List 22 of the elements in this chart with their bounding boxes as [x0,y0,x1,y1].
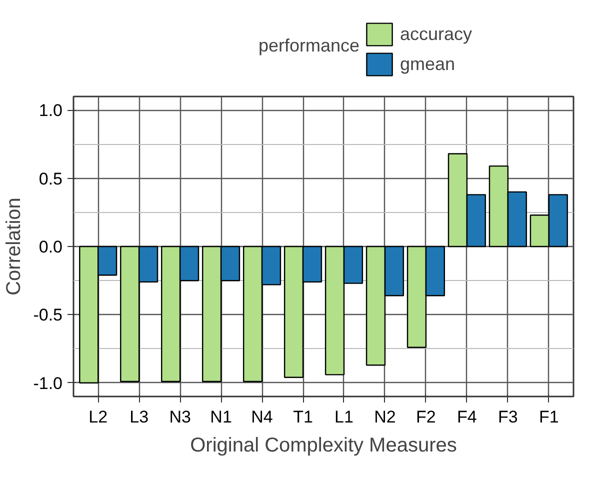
y-tick-label: 0.5 [38,169,63,188]
y-tick-label: 0.0 [38,238,63,256]
x-tick-label: L3 [130,408,149,426]
x-tick-label: F3 [498,408,518,426]
legend-label: accuracy [400,24,472,44]
x-tick-label: N1 [210,408,232,426]
x-tick-label: F1 [538,408,559,426]
x-tick-label: N2 [374,408,396,426]
y-tick-label: -1.0 [33,374,63,393]
x-tick-label: L2 [88,408,108,426]
x-tick-label: L1 [334,408,354,426]
x-tick-label: F2 [416,408,436,426]
x-tick-label: N4 [251,408,273,426]
x-tick-label: T1 [293,408,313,426]
x-axis-title: Original Complexity Measures [190,434,457,456]
legend-label: gmean [400,54,456,74]
legend-title: performance [258,36,360,56]
x-tick-label: N3 [169,408,191,426]
y-tick-label: 1.0 [38,101,63,120]
y-axis-title: Correlation [3,198,26,296]
y-tick-label: -0.5 [33,306,63,325]
x-tick-label: F4 [457,408,477,426]
